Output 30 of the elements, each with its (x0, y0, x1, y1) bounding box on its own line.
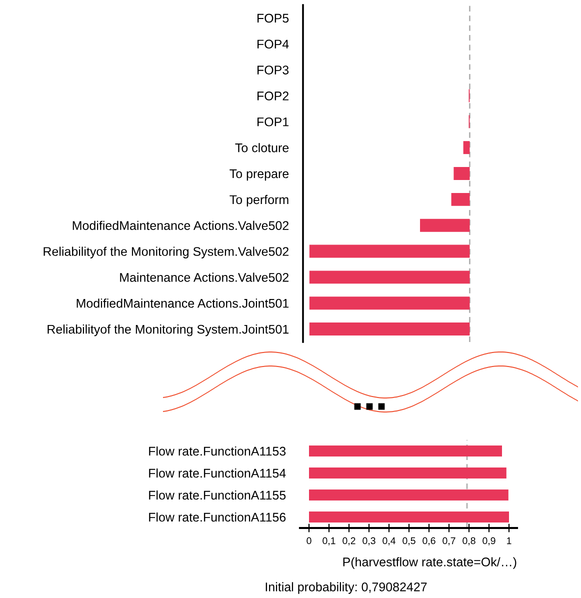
y-tick-label: Reliabilityof the Monitoring System.Valve502 (44, 246, 288, 258)
x-tick-label: 0,8 (462, 537, 476, 546)
x-tick-label: 0,9 (482, 537, 496, 546)
x-tick-label: 0,1 (322, 537, 336, 546)
y-tick-label: To perform (230, 194, 288, 207)
x-tick-label: 0 (306, 537, 312, 544)
text: Initial probability: 0,79082427 (266, 582, 427, 594)
x-tick-label: 0,4 (382, 537, 396, 546)
x-tick-label: 0,3 (362, 537, 376, 546)
x-tick-label: 1 (507, 537, 512, 544)
y-tick-label: Flow rate.FunctionA1153 (149, 446, 286, 456)
y-tick-label: To prepare (230, 169, 289, 181)
y-tick-label: FOP4 (257, 40, 289, 49)
x-tick-label: 0,5 (402, 537, 416, 546)
y-tick-label: FOP3 (257, 66, 289, 74)
y-tick-label: Maintenance Actions.Valve502 (120, 272, 288, 282)
y-tick-label: FOP1 (257, 117, 288, 126)
x-tick-label: 0,7 (442, 537, 456, 546)
x-tick-label: 0,6 (422, 537, 436, 546)
x-axis-title: P(harvestflow rate.state=Ok/…) (343, 557, 516, 569)
y-tick-label: ModifiedMaintenance Actions.Joint501 (76, 298, 289, 308)
y-tick-label: Flow rate.FunctionA1156 (149, 512, 286, 522)
y-tick-label: Flow rate.FunctionA1155 (149, 490, 286, 500)
y-tick-label: FOP5 (257, 14, 289, 23)
y-tick-label: ModifiedMaintenance Actions.Valve502 (72, 220, 288, 230)
y-tick-label: Flow rate.FunctionA1154 (149, 468, 286, 478)
y-tick-label: FOP2 (257, 92, 288, 100)
x-tick-label: 0,2 (342, 537, 356, 546)
y-tick-label: Reliabilityof the Monitoring System.Joint501 (48, 324, 289, 336)
y-tick-label: To cloture (235, 143, 289, 152)
